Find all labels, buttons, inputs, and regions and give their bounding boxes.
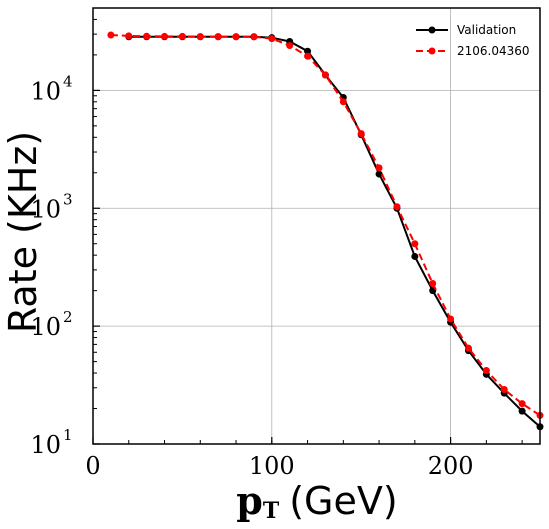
plot-series [107,31,544,431]
series-1-point [321,71,329,79]
series-0-point [411,252,419,260]
series-1-point [214,33,222,41]
series-0-point [304,47,312,55]
series-1-point [500,385,508,393]
series-1-point [107,31,115,39]
y-tick-exponent: 4 [63,72,73,90]
series-1-point [268,35,276,43]
y-tick-base: 10 [30,77,61,105]
series-1-point [411,240,419,248]
series-0-point [375,170,383,178]
series-1-point [447,315,455,323]
legend-label-2106-04360: 2106.04360 [457,44,530,58]
plot-frame [92,7,541,445]
x-tick-label: 200 [428,452,474,480]
x-axis-title-unit: (GeV) [289,479,397,523]
y-tick-exponent: 2 [63,308,73,326]
series-1-point [375,164,383,172]
series-1-point [393,203,401,211]
series-1-point [518,400,526,408]
series-1-point [304,52,312,60]
y-axis-title: Rate (KHz) [1,131,45,333]
legend: Validation 2106.04360 [416,23,530,58]
grid [92,8,540,444]
y-tick-exponent: 1 [63,426,73,444]
x-axis-title: pT (GeV) [236,478,397,524]
series-line-0 [128,35,541,428]
legend-marker-2106-04360 [428,47,436,55]
y-tick-label: 10 [30,313,61,341]
series-1-point [232,33,240,41]
x-tick-label: 100 [249,452,295,480]
series-0-point [518,407,526,415]
series-1-point [339,98,347,106]
legend-label-validation: Validation [457,23,516,37]
series-1-point [143,32,151,40]
series-1-point [464,344,472,352]
series-1-point [161,32,169,40]
series-1-point [286,42,294,50]
x-axis-title-symbol: p [236,478,263,523]
legend-marker-validation [428,26,436,34]
y-tick-base: 10 [30,195,61,223]
series-1-point [125,32,133,40]
series-1-point [357,130,365,138]
y-tick-label: 10 [30,431,61,459]
y-tick-label: 10 [30,195,61,223]
series-1-point [429,279,437,287]
series-1-point [196,33,204,41]
series-1-point [250,33,258,41]
y-tick-label: 10 [30,77,61,105]
y-tick-base: 10 [30,313,61,341]
series-1-point [178,32,186,40]
series-1-point [482,367,490,375]
x-tick-label: 0 [85,452,100,480]
y-tick-exponent: 3 [63,190,73,208]
series-line-1 [110,34,541,417]
x-axis-title-subscript: T [263,498,280,524]
y-tick-base: 10 [30,431,61,459]
